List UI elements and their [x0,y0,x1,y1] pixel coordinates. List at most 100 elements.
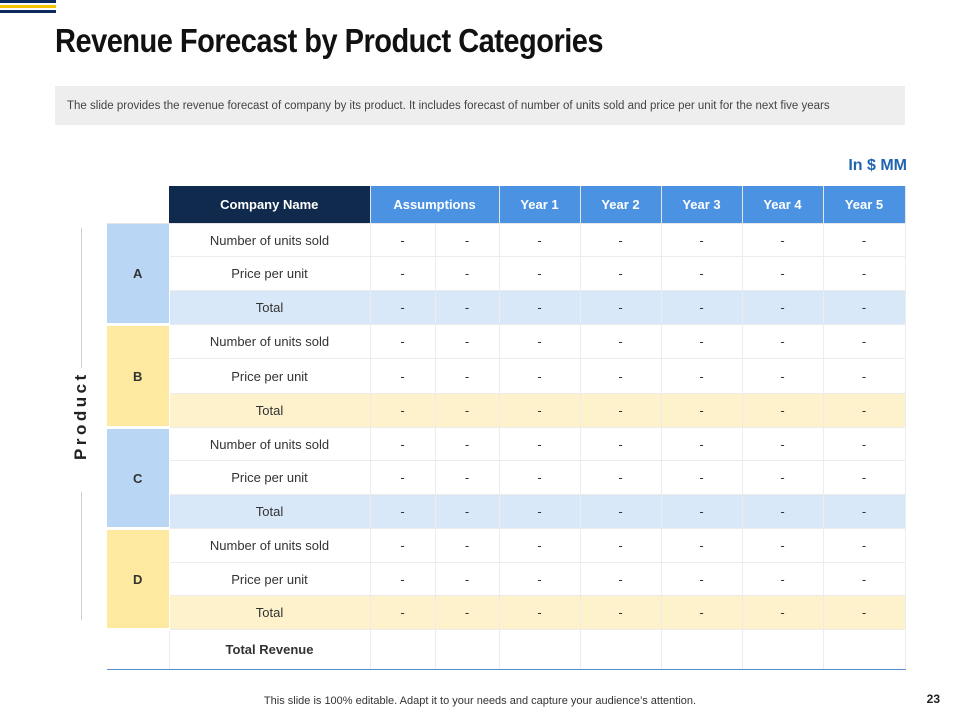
row-label: Total [169,393,371,428]
table-cell: - [823,358,906,394]
table-cell: - [661,528,743,563]
table-cell: - [370,595,436,630]
revenue-table: Company Name Assumptions Year 1 Year 2 Y… [107,186,906,670]
table-row: D Number of units sold - - - - - - - [107,528,906,631]
table-cell: - [742,460,824,495]
table-cell: - [499,427,581,461]
table-cell: - [499,223,581,257]
table-cell: - [435,290,500,325]
row-label: Total [169,595,371,630]
total-revenue-cell [580,629,662,670]
row-label: Price per unit [169,460,371,495]
table-cell: - [661,290,743,325]
table-cell: - [661,256,743,291]
table-cell: - [499,358,581,394]
table-row: C Number of units sold - - - - - - - [107,427,906,530]
row-label: Number of units sold [169,427,371,461]
table-cell: - [823,324,906,359]
table-cell: - [435,528,500,563]
header-blank [107,186,169,224]
slide-title: Revenue Forecast by Product Categories [55,22,604,59]
table-cell: - [370,528,436,563]
table-cell: - [435,393,500,428]
table-cell: - [661,427,743,461]
table-row: Total - - - - - - - [107,595,906,630]
table-cell: - [661,358,743,394]
row-label: Price per unit [169,256,371,291]
table-cell: - [370,324,436,359]
table-cell: - [370,290,436,325]
header-year-2: Year 2 [580,186,662,224]
table-cell: - [370,223,436,257]
table-cell: - [435,223,500,257]
table-cell: - [499,290,581,325]
footer-note: This slide is 100% editable. Adapt it to… [263,695,697,707]
table-row: A Number of units sold - - - - - - - [107,223,906,326]
table-cell: - [742,324,824,359]
table-cell: - [499,393,581,428]
table-cell: - [823,223,906,257]
header-assumptions: Assumptions [370,186,500,224]
table-row: Price per unit - - - - - - - [107,562,906,596]
table-row: Total - - - - - - - [107,494,906,529]
table-cell: - [580,494,662,529]
table-cell: - [742,427,824,461]
row-label: Number of units sold [169,528,371,563]
table-cell: - [580,256,662,291]
table-row: Price per unit - - - - - - - [107,460,906,495]
unit-label: In $ MM [848,157,907,174]
table-cell: - [661,223,743,257]
product-letter-d: D [107,528,170,631]
table-cell: - [580,324,662,359]
table-cell: - [580,427,662,461]
table-cell: - [370,256,436,291]
total-revenue-cell [499,629,581,670]
table-cell: - [823,528,906,563]
table-cell: - [742,393,824,428]
table-header-row: Company Name Assumptions Year 1 Year 2 Y… [107,186,906,224]
table-cell: - [661,562,743,596]
table-cell: - [370,393,436,428]
table-row: Price per unit - - - - - - - [107,358,906,394]
total-revenue-cell [823,629,906,670]
table-cell: - [661,324,743,359]
total-revenue-row: Total Revenue [107,629,906,670]
total-revenue-blank [107,629,170,670]
table-cell: - [435,562,500,596]
table-cell: - [435,595,500,630]
table-cell: - [661,494,743,529]
table-row: Price per unit - - - - - - - [107,256,906,291]
table-cell: - [499,460,581,495]
table-cell: - [823,494,906,529]
table-cell: - [435,256,500,291]
table-cell: - [742,595,824,630]
table-cell: - [580,528,662,563]
table-cell: - [661,460,743,495]
table-cell: - [742,562,824,596]
table-row: B Number of units sold - - - - - - - [107,324,906,429]
header-year-3: Year 3 [661,186,743,224]
row-label: Price per unit [169,562,371,596]
total-revenue-cell [661,629,743,670]
table-cell: - [580,290,662,325]
table-cell: - [370,562,436,596]
logo-bars [0,0,56,16]
table-cell: - [823,595,906,630]
table-row: Total - - - - - - - [107,393,906,428]
total-revenue-cell [435,629,500,670]
table-cell: - [435,324,500,359]
table-cell: - [370,427,436,461]
header-year-4: Year 4 [742,186,824,224]
total-revenue-label: Total Revenue [169,629,371,670]
row-label: Total [169,494,371,529]
header-company-name: Company Name [169,186,371,224]
table-cell: - [661,595,743,630]
table-cell: - [742,256,824,291]
page-number: 23 [926,692,940,706]
row-label: Number of units sold [169,223,371,257]
table-cell: - [580,562,662,596]
table-cell: - [823,256,906,291]
product-axis-label: Product [71,371,90,460]
total-revenue-cell [370,629,436,670]
header-year-1: Year 1 [499,186,581,224]
